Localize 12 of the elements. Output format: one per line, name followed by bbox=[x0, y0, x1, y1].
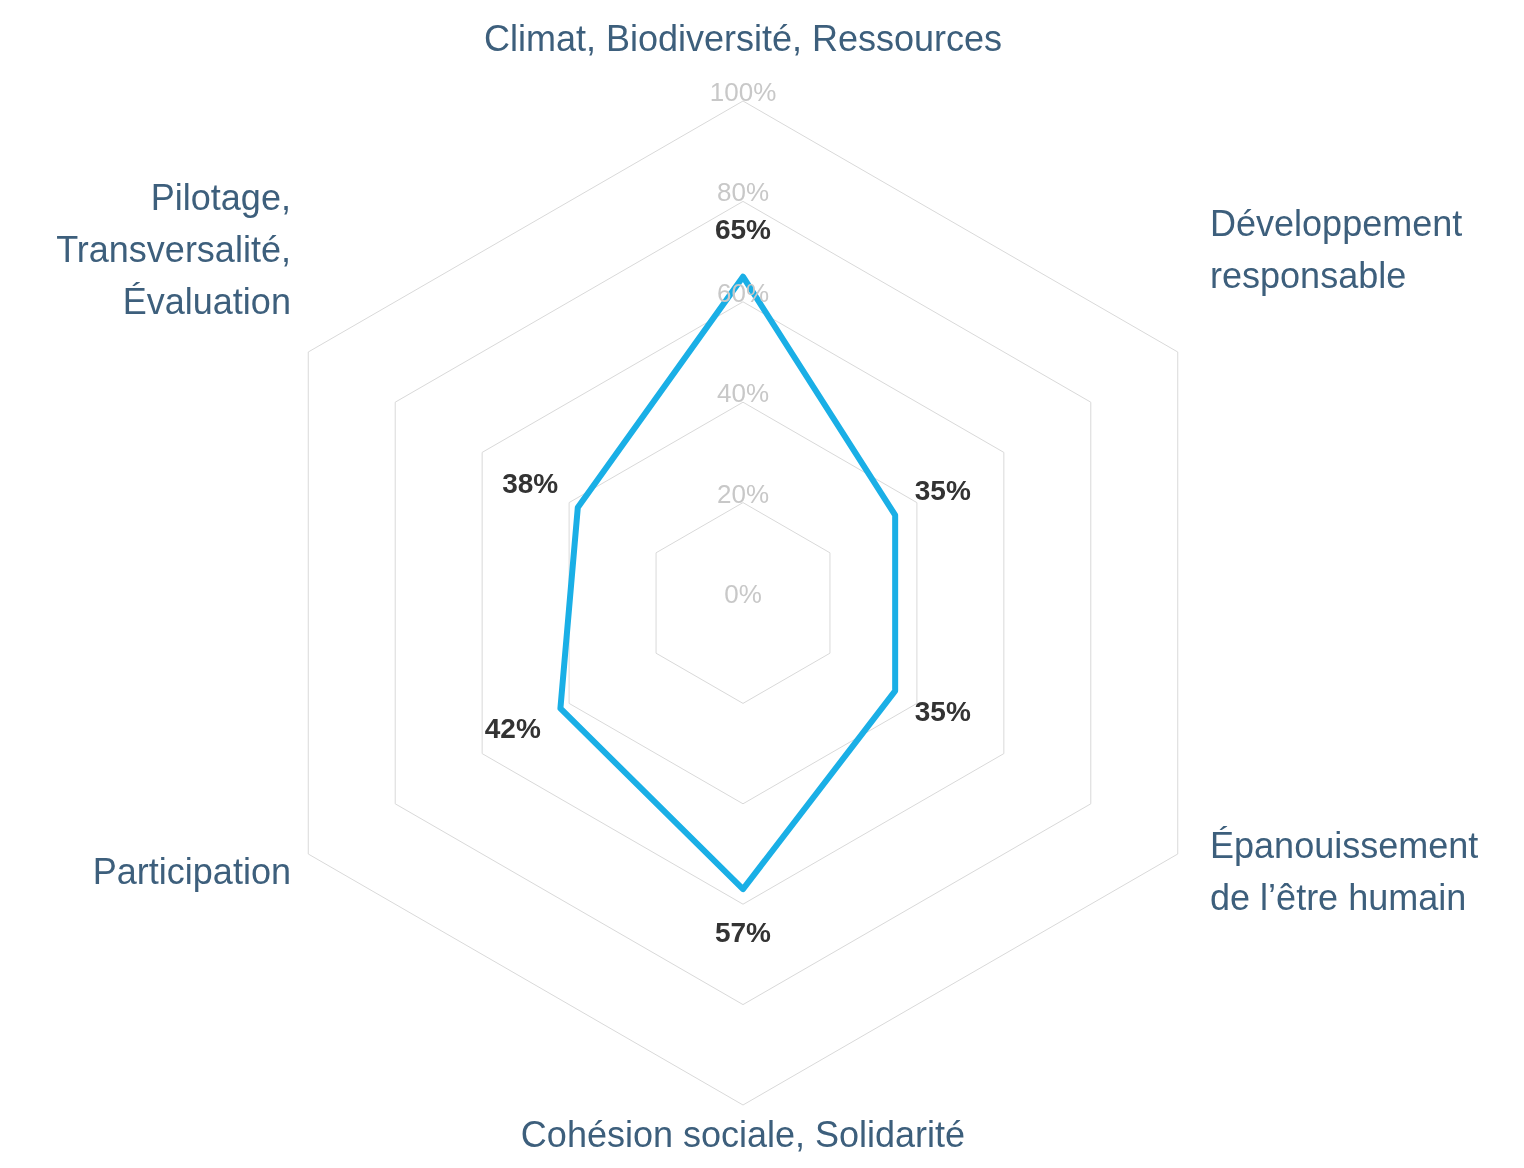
text: 35% bbox=[914, 695, 971, 727]
spoke-label: Participation bbox=[92, 850, 291, 892]
text: 38% bbox=[502, 467, 559, 499]
text: 42% bbox=[484, 713, 541, 745]
spoke-label: Climat, Biodiversité, Ressources bbox=[483, 17, 1003, 59]
text: 57% bbox=[714, 916, 772, 948]
spoke-label: Cohésion sociale, Solidarité bbox=[520, 1113, 966, 1155]
spoke-label: Pilotage, Transversalité, Évaluation bbox=[56, 176, 291, 322]
text: 35% bbox=[914, 475, 971, 507]
spoke-label: Développement responsable bbox=[1210, 202, 1463, 296]
text: 65% bbox=[714, 214, 772, 246]
spoke-label: Épanouissement de l’être humain bbox=[1210, 824, 1479, 918]
